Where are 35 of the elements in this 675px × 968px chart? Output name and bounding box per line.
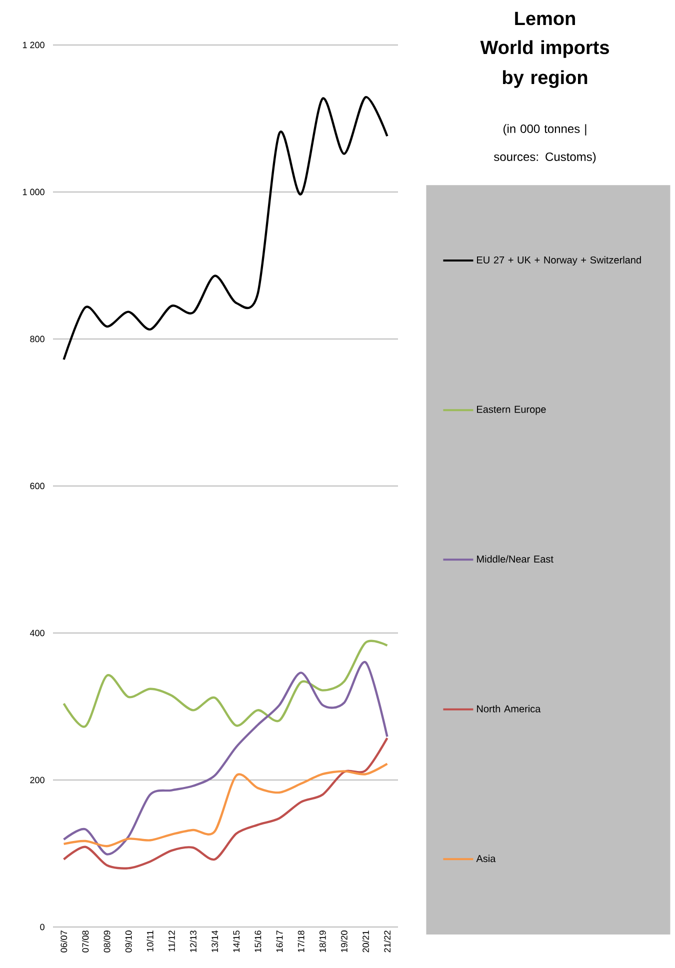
legend-label: EU 27 + UK + Norway + Switzerland — [477, 256, 641, 266]
line-series — [62, 661, 388, 856]
y-tick-label: 800 — [30, 336, 44, 342]
x-tick-label: 18/19 — [319, 930, 326, 952]
x-tick-label: 15/16 — [254, 930, 262, 952]
line-series — [62, 96, 388, 361]
text: World imports by region — [480, 40, 609, 88]
x-tick-label: 12/13 — [190, 930, 196, 952]
x-tick-label: 17/18 — [298, 930, 304, 952]
text: Lemon — [515, 12, 575, 26]
line-series — [62, 737, 388, 870]
legend-label: Eastern Europe — [477, 406, 546, 415]
legend-label: North America — [477, 705, 541, 712]
legend-label: Middle/Near East — [477, 555, 554, 563]
x-tick-label: 06/07 — [60, 930, 68, 952]
x-tick-label: 14/15 — [232, 930, 240, 952]
y-tick-label: 200 — [30, 776, 44, 784]
y-tick-label: 600 — [30, 482, 44, 490]
x-tick-label: 21/22 — [384, 930, 391, 952]
x-tick-label: 19/20 — [340, 930, 348, 952]
x-tick-label: 13/14 — [211, 930, 218, 952]
x-tick-label: 07/08 — [82, 930, 89, 952]
legend-label: Asia — [476, 854, 496, 862]
y-tick-label: 1 200 — [22, 42, 44, 48]
x-tick-label: 10/11 — [146, 930, 154, 952]
x-tick-label: 11/12 — [168, 930, 175, 952]
x-tick-label: 08/09 — [104, 930, 110, 952]
y-tick-label: 1 000 — [22, 188, 44, 196]
line-series — [62, 762, 388, 848]
text: (in 000 tonnes | sources: Customs) — [494, 124, 596, 164]
x-tick-label: 16/17 — [276, 930, 283, 952]
y-tick-label: 400 — [30, 630, 44, 636]
y-tick-label: 0 — [40, 924, 44, 930]
x-tick-label: 09/10 — [125, 930, 132, 952]
x-tick-label: 20/21 — [362, 930, 369, 952]
